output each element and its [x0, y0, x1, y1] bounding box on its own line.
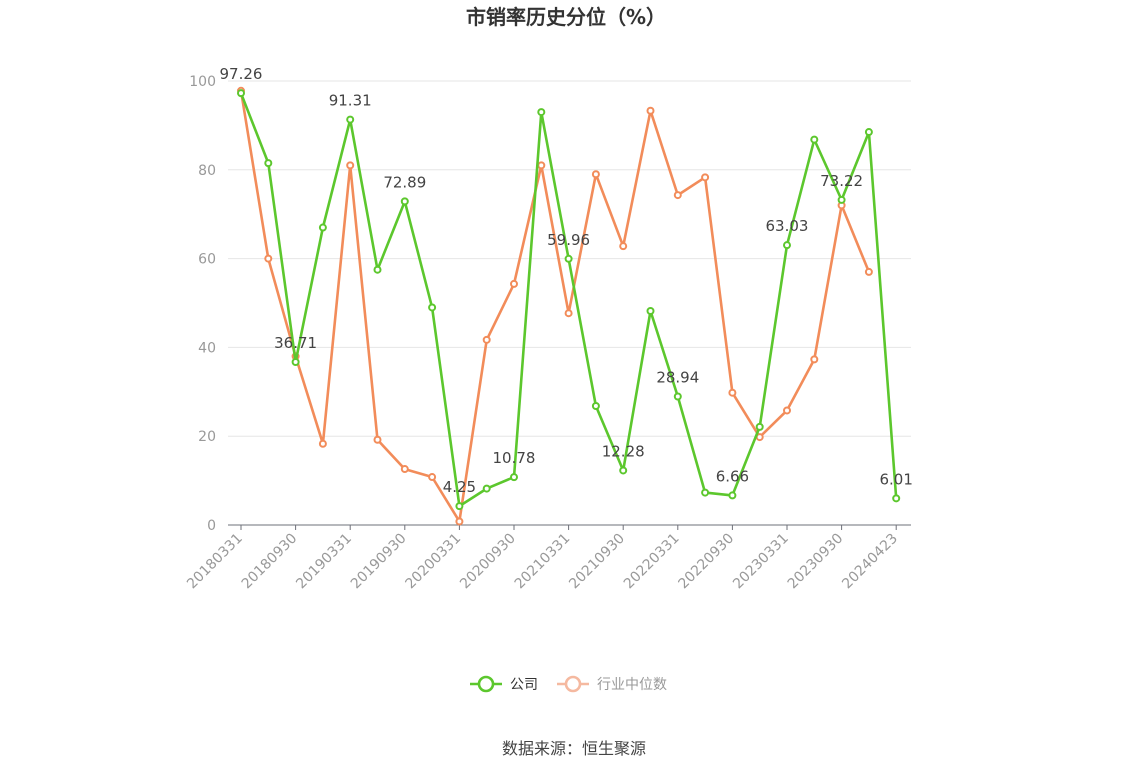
legend-marker: [564, 675, 582, 693]
legend[interactable]: 公司 行业中位数: [470, 675, 667, 693]
x-tick-label: 20190331: [293, 531, 355, 593]
data-label: 12.28: [602, 442, 645, 460]
x-tick-label: 20240423: [839, 531, 901, 593]
data-point[interactable]: [373, 435, 382, 444]
x-tick-label: 20210331: [512, 531, 574, 593]
legend-label: 行业中位数: [597, 677, 667, 693]
y-tick-label: 100: [189, 74, 216, 90]
data-label: 10.78: [493, 449, 536, 467]
data-label: 28.94: [656, 369, 699, 387]
data-point[interactable]: [701, 488, 710, 497]
data-point[interactable]: [237, 89, 245, 98]
data-point[interactable]: [428, 303, 437, 312]
y-tick-label: 40: [198, 340, 216, 356]
data-point[interactable]: [400, 465, 409, 474]
data-point[interactable]: [673, 392, 682, 401]
data-point[interactable]: [400, 197, 409, 206]
data-point[interactable]: [264, 159, 273, 168]
data-point[interactable]: [783, 241, 791, 250]
data-label: 63.03: [766, 217, 809, 235]
x-tick-label: 20220930: [676, 531, 738, 593]
data-label: 73.22: [820, 172, 863, 190]
y-axis-ticks: 0 20 40 60 80 100: [189, 74, 216, 534]
data-label: 59.96: [547, 231, 590, 249]
x-tick-label: 20180331: [184, 531, 246, 593]
data-point[interactable]: [728, 388, 737, 397]
x-tick-label: 20230930: [785, 531, 847, 593]
x-axis: 2018033120180930201903312019093020200331…: [184, 524, 911, 593]
data-point[interactable]: [428, 473, 437, 482]
data-point[interactable]: [810, 355, 819, 364]
data-point[interactable]: [318, 223, 327, 232]
data-point[interactable]: [510, 473, 518, 482]
series-line: [239, 92, 898, 508]
data-point[interactable]: [291, 358, 300, 367]
data-point[interactable]: [591, 170, 600, 179]
data-point[interactable]: [892, 494, 901, 503]
x-tick-label: 20230331: [730, 531, 792, 593]
series-line: [239, 90, 871, 523]
data-point[interactable]: [646, 306, 655, 315]
series-company: [237, 89, 901, 511]
legend-label: 公司: [510, 677, 538, 693]
series-group: [237, 86, 901, 526]
data-point[interactable]: [837, 195, 846, 204]
data-point[interactable]: [810, 135, 819, 144]
data-point[interactable]: [564, 254, 573, 263]
data-point[interactable]: [591, 402, 600, 411]
data-labels: 97.26 36.71 91.31 72.89 4.25 10.78 59.96 12.28 2…: [220, 65, 913, 496]
data-point[interactable]: [564, 309, 573, 318]
data-point[interactable]: [455, 502, 464, 511]
legend-marker: [477, 675, 495, 693]
legend-item-industry-median[interactable]: 行业中位数: [557, 675, 667, 693]
data-source: 数据来源：恒生聚源: [502, 739, 646, 758]
data-point[interactable]: [755, 422, 764, 431]
data-point[interactable]: [619, 242, 628, 251]
data-point[interactable]: [318, 439, 327, 448]
data-point[interactable]: [510, 279, 518, 288]
data-point[interactable]: [673, 191, 682, 200]
data-point[interactable]: [783, 406, 791, 415]
data-label: 4.25: [443, 478, 476, 496]
y-tick-label: 80: [198, 163, 216, 179]
data-point[interactable]: [537, 108, 546, 117]
data-point[interactable]: [864, 128, 873, 137]
x-tick-label: 20210930: [566, 531, 628, 593]
x-tick-label: 20190930: [348, 531, 410, 593]
data-point[interactable]: [346, 115, 355, 124]
data-point[interactable]: [701, 173, 710, 182]
y-tick-label: 20: [198, 429, 216, 445]
x-tick-label: 20200930: [457, 531, 519, 593]
data-point[interactable]: [728, 491, 737, 500]
data-point[interactable]: [264, 254, 273, 263]
data-point[interactable]: [455, 517, 464, 526]
data-point[interactable]: [619, 466, 628, 475]
data-point[interactable]: [646, 106, 655, 115]
data-point[interactable]: [482, 484, 491, 493]
x-tick-label: 20180930: [239, 531, 301, 593]
y-tick-label: 0: [207, 518, 216, 534]
x-tick-label: 20200331: [403, 531, 465, 593]
data-point[interactable]: [373, 265, 382, 274]
data-point[interactable]: [346, 161, 355, 170]
y-tick-label: 60: [198, 252, 216, 268]
data-label: 6.01: [879, 470, 912, 488]
x-tick-label: 20220331: [621, 531, 683, 593]
data-point[interactable]: [482, 335, 491, 344]
data-label: 36.71: [274, 334, 317, 352]
data-point[interactable]: [537, 161, 546, 170]
chart-title: 市销率历史分位（%）: [466, 5, 666, 29]
data-label: 72.89: [383, 173, 426, 191]
data-point[interactable]: [864, 267, 873, 276]
data-label: 97.26: [220, 65, 263, 83]
data-label: 6.66: [716, 467, 749, 485]
legend-item-company[interactable]: 公司: [470, 675, 538, 693]
data-label: 91.31: [329, 92, 372, 110]
